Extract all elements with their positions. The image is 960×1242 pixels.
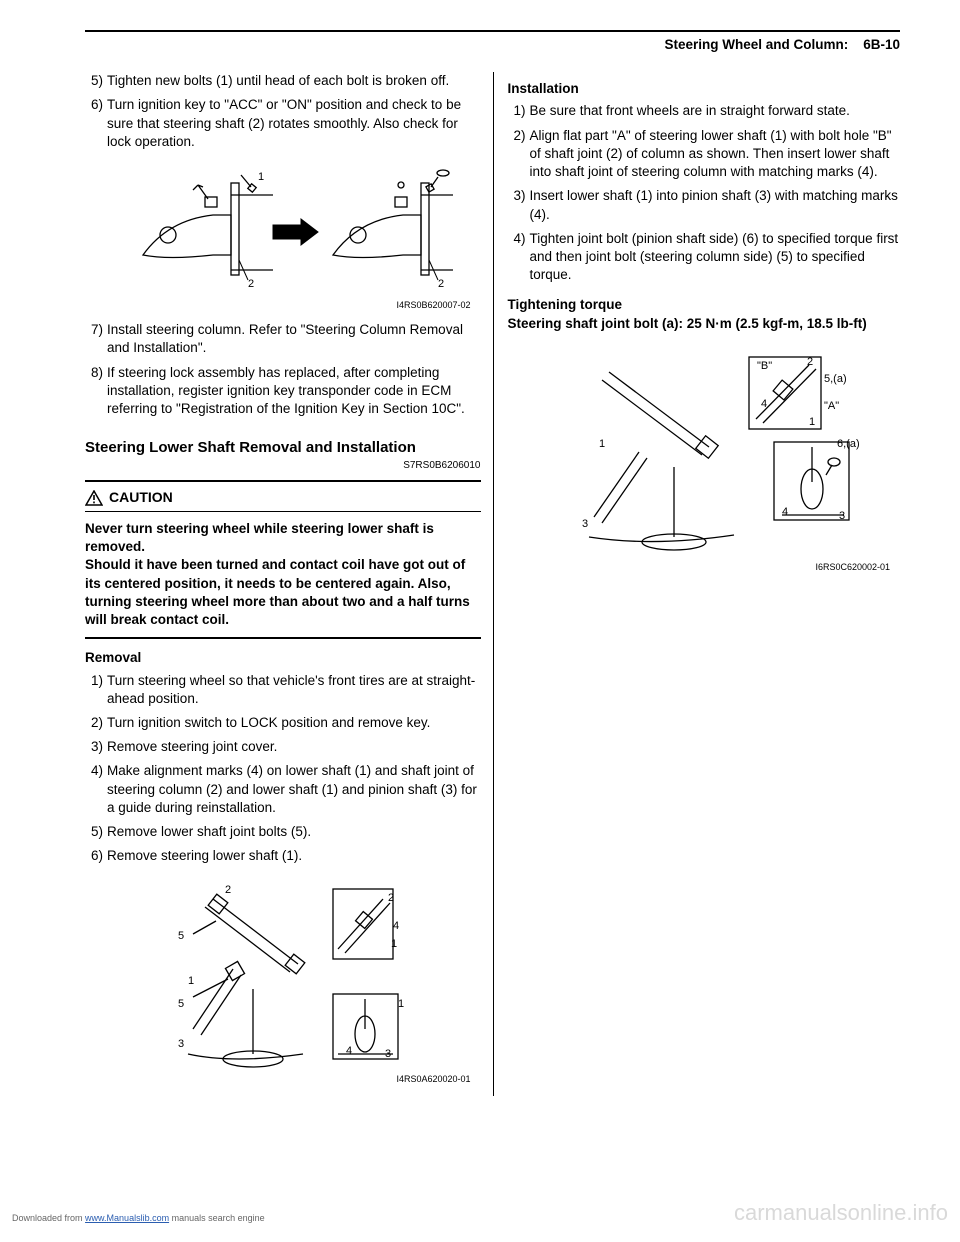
list-item: 7) Install steering column. Refer to "St… <box>85 321 481 357</box>
download-footer: Downloaded from www.Manualslib.com manua… <box>12 1212 265 1224</box>
svg-text:2: 2 <box>807 356 813 368</box>
download-pre: Downloaded from <box>12 1213 85 1223</box>
watermark: carmanualsonline.info <box>734 1198 948 1228</box>
svg-text:"B": "B" <box>757 360 772 372</box>
svg-text:2: 2 <box>248 278 254 290</box>
list-item: 6)Remove steering lower shaft (1). <box>85 847 481 865</box>
svg-text:3: 3 <box>385 1048 391 1060</box>
page: Steering Wheel and Column: 6B-10 5) Tigh… <box>0 0 960 1136</box>
caution-label: CAUTION <box>109 488 173 507</box>
list-item: 5)Remove lower shaft joint bolts (5). <box>85 823 481 841</box>
reference-id: S7RS0B6206010 <box>85 459 481 473</box>
svg-text:2: 2 <box>438 278 444 290</box>
svg-text:1: 1 <box>188 975 194 987</box>
figure-lower-shaft-install: "B" 2 5,(a) "A" 4 1 6,(a) 4 3 1 3 <box>508 347 901 557</box>
step-number: 5) <box>85 823 107 841</box>
removal-heading: Removal <box>85 649 481 667</box>
step-number: 2) <box>508 127 530 182</box>
step-text: Remove steering lower shaft (1). <box>107 847 481 865</box>
list-item: 2)Turn ignition switch to LOCK position … <box>85 714 481 732</box>
page-number: 6B-10 <box>863 37 900 52</box>
list-item: 5) Tighten new bolts (1) until head of e… <box>85 72 481 90</box>
step-text: Make alignment marks (4) on lower shaft … <box>107 762 481 817</box>
step-text: Remove steering joint cover. <box>107 738 481 756</box>
svg-text:4: 4 <box>782 506 788 518</box>
left-column: 5) Tighten new bolts (1) until head of e… <box>85 72 493 1095</box>
svg-text:3: 3 <box>582 518 588 530</box>
page-header: Steering Wheel and Column: 6B-10 <box>85 36 900 54</box>
step-text: Tighten joint bolt (pinion shaft side) (… <box>530 230 901 285</box>
step-number: 1) <box>508 102 530 120</box>
svg-text:2: 2 <box>388 892 394 904</box>
svg-text:3: 3 <box>839 510 845 522</box>
step-text: Insert lower shaft (1) into pinion shaft… <box>530 187 901 223</box>
step-number: 6) <box>85 96 107 151</box>
download-post: manuals search engine <box>172 1213 265 1223</box>
step-text: Turn steering wheel so that vehicle's fr… <box>107 672 481 708</box>
torque-spec: Steering shaft joint bolt (a): 25 N·m (2… <box>508 315 901 333</box>
caution-header: CAUTION <box>85 482 481 512</box>
right-column: Installation 1)Be sure that front wheels… <box>493 72 901 1095</box>
svg-text:6,(a): 6,(a) <box>837 438 860 450</box>
step-number: 8) <box>85 364 107 419</box>
step-text: Turn ignition switch to LOCK position an… <box>107 714 481 732</box>
svg-text:5: 5 <box>178 930 184 942</box>
warning-icon <box>85 490 103 506</box>
step-number: 5) <box>85 72 107 90</box>
svg-text:1: 1 <box>398 998 404 1010</box>
section-title: Steering Wheel and Column: <box>664 37 848 52</box>
manualslib-link[interactable]: www.Manualslib.com <box>85 1213 169 1223</box>
svg-text:4: 4 <box>761 398 767 410</box>
svg-text:1: 1 <box>258 171 264 183</box>
two-column-layout: 5) Tighten new bolts (1) until head of e… <box>85 72 900 1095</box>
torque-heading: Tightening torque <box>508 296 901 314</box>
svg-text:2: 2 <box>225 884 231 896</box>
figure-id: I4RS0A620020-01 <box>85 1073 471 1085</box>
step-number: 3) <box>508 187 530 223</box>
list-item: 8) If steering lock assembly has replace… <box>85 364 481 419</box>
svg-text:3: 3 <box>178 1038 184 1050</box>
step-number: 2) <box>85 714 107 732</box>
list-item: 3)Remove steering joint cover. <box>85 738 481 756</box>
step-text: Install steering column. Refer to "Steer… <box>107 321 481 357</box>
svg-text:"A": "A" <box>824 400 839 412</box>
caution-box: CAUTION Never turn steering wheel while … <box>85 480 481 639</box>
step-text: Be sure that front wheels are in straigh… <box>530 102 901 120</box>
figure-lock-assembly: 1 2 <box>85 165 481 295</box>
list-item: 4)Make alignment marks (4) on lower shaf… <box>85 762 481 817</box>
step-number: 7) <box>85 321 107 357</box>
svg-text:5,(a): 5,(a) <box>824 373 847 385</box>
step-number: 4) <box>508 230 530 285</box>
step-text: Remove lower shaft joint bolts (5). <box>107 823 481 841</box>
figure-id: I4RS0B620007-02 <box>85 299 471 311</box>
step-number: 3) <box>85 738 107 756</box>
list-item: 6) Turn ignition key to "ACC" or "ON" po… <box>85 96 481 151</box>
step-number: 1) <box>85 672 107 708</box>
step-text: If steering lock assembly has replaced, … <box>107 364 481 419</box>
step-number: 6) <box>85 847 107 865</box>
list-item: 3)Insert lower shaft (1) into pinion sha… <box>508 187 901 223</box>
figure-id: I6RS0C620002-01 <box>508 561 891 573</box>
top-rule <box>85 30 900 32</box>
list-item: 2)Align flat part "A" of steering lower … <box>508 127 901 182</box>
step-text: Align flat part "A" of steering lower sh… <box>530 127 901 182</box>
caution-body: Never turn steering wheel while steering… <box>85 518 481 637</box>
svg-text:5: 5 <box>178 998 184 1010</box>
step-number: 4) <box>85 762 107 817</box>
svg-text:1: 1 <box>391 938 397 950</box>
list-item: 1)Turn steering wheel so that vehicle's … <box>85 672 481 708</box>
svg-text:4: 4 <box>346 1045 352 1057</box>
section-heading: Steering Lower Shaft Removal and Install… <box>85 438 481 458</box>
figure-lower-shaft-removal: 2 5 1 5 3 2 4 1 1 4 3 <box>85 879 481 1069</box>
svg-text:4: 4 <box>393 920 399 932</box>
installation-heading: Installation <box>508 80 901 98</box>
step-text: Turn ignition key to "ACC" or "ON" posit… <box>107 96 481 151</box>
svg-text:1: 1 <box>809 416 815 428</box>
list-item: 4)Tighten joint bolt (pinion shaft side)… <box>508 230 901 285</box>
step-text: Tighten new bolts (1) until head of each… <box>107 72 481 90</box>
list-item: 1)Be sure that front wheels are in strai… <box>508 102 901 120</box>
svg-text:1: 1 <box>599 438 605 450</box>
